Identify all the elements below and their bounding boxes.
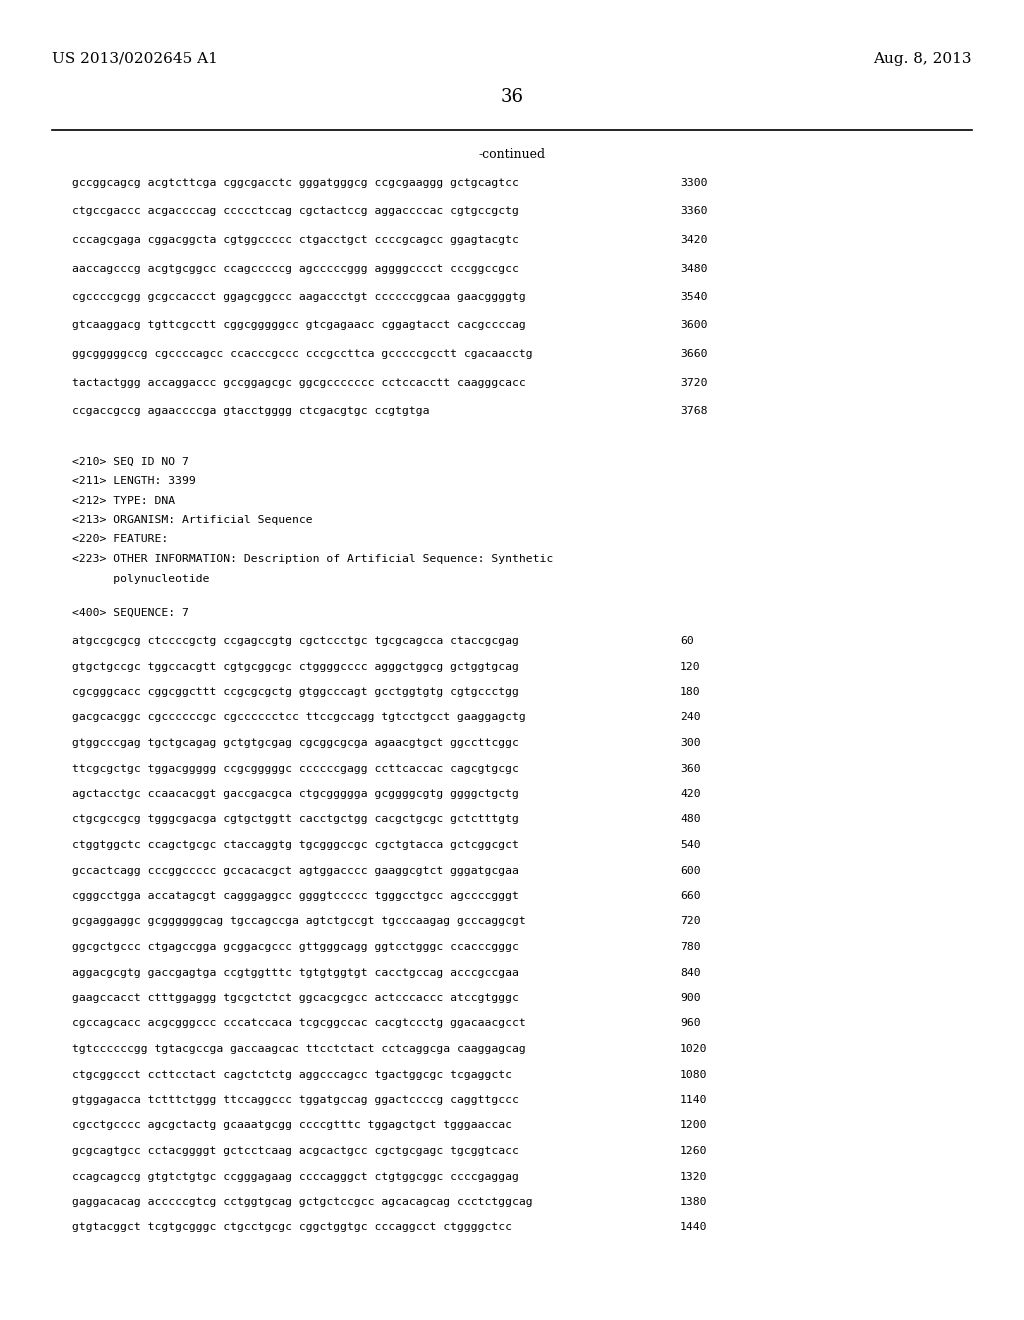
Text: ctgcgccgcg tgggcgacga cgtgctggtt cacctgctgg cacgctgcgc gctctttgtg: ctgcgccgcg tgggcgacga cgtgctggtt cacctgc… <box>72 814 519 825</box>
Text: 3600: 3600 <box>680 321 708 330</box>
Text: <220> FEATURE:: <220> FEATURE: <box>72 535 168 544</box>
Text: <212> TYPE: DNA: <212> TYPE: DNA <box>72 495 175 506</box>
Text: gcgcagtgcc cctacggggt gctcctcaag acgcactgcc cgctgcgagc tgcggtcacc: gcgcagtgcc cctacggggt gctcctcaag acgcact… <box>72 1146 519 1156</box>
Text: Aug. 8, 2013: Aug. 8, 2013 <box>873 51 972 66</box>
Text: cccagcgaga cggacggcta cgtggccccc ctgacctgct ccccgcagcc ggagtacgtc: cccagcgaga cggacggcta cgtggccccc ctgacct… <box>72 235 519 246</box>
Text: ctgcggccct ccttcctact cagctctctg aggcccagcc tgactggcgc tcgaggctc: ctgcggccct ccttcctact cagctctctg aggccca… <box>72 1069 512 1080</box>
Text: gtcaaggacg tgttcgcctt cggcgggggcc gtcgagaacc cggagtacct cacgccccag: gtcaaggacg tgttcgcctt cggcgggggcc gtcgag… <box>72 321 525 330</box>
Text: -continued: -continued <box>478 148 546 161</box>
Text: 3480: 3480 <box>680 264 708 273</box>
Text: gcgaggaggc gcggggggcag tgccagccga agtctgccgt tgcccaagag gcccaggcgt: gcgaggaggc gcggggggcag tgccagccga agtctg… <box>72 916 525 927</box>
Text: 540: 540 <box>680 840 700 850</box>
Text: cgccagcacc acgcgggccc cccatccaca tcgcggccac cacgtccctg ggacaacgcct: cgccagcacc acgcgggccc cccatccaca tcgcggc… <box>72 1019 525 1028</box>
Text: 1440: 1440 <box>680 1222 708 1233</box>
Text: 3420: 3420 <box>680 235 708 246</box>
Text: <400> SEQUENCE: 7: <400> SEQUENCE: 7 <box>72 609 188 618</box>
Text: 960: 960 <box>680 1019 700 1028</box>
Text: ctgccgaccc acgaccccag ccccctccag cgctactccg aggaccccac cgtgccgctg: ctgccgaccc acgaccccag ccccctccag cgctact… <box>72 206 519 216</box>
Text: gaggacacag acccccgtcg cctggtgcag gctgctccgcc agcacagcag ccctctggcag: gaggacacag acccccgtcg cctggtgcag gctgctc… <box>72 1197 532 1206</box>
Text: 1380: 1380 <box>680 1197 708 1206</box>
Text: 240: 240 <box>680 713 700 722</box>
Text: 3720: 3720 <box>680 378 708 388</box>
Text: cgcgggcacc cggcggcttt ccgcgcgctg gtggcccagt gcctggtgtg cgtgccctgg: cgcgggcacc cggcggcttt ccgcgcgctg gtggccc… <box>72 686 519 697</box>
Text: gtggagacca tctttctggg ttccaggccc tggatgccag ggactccccg caggttgccc: gtggagacca tctttctggg ttccaggccc tggatgc… <box>72 1096 519 1105</box>
Text: aggacgcgtg gaccgagtga ccgtggtttc tgtgtggtgt cacctgccag acccgccgaa: aggacgcgtg gaccgagtga ccgtggtttc tgtgtgg… <box>72 968 519 978</box>
Text: 360: 360 <box>680 763 700 774</box>
Text: 900: 900 <box>680 993 700 1003</box>
Text: 3540: 3540 <box>680 292 708 302</box>
Text: ccgaccgccg agaaccccga gtacctgggg ctcgacgtgc ccgtgtga: ccgaccgccg agaaccccga gtacctgggg ctcgacg… <box>72 407 429 416</box>
Text: 420: 420 <box>680 789 700 799</box>
Text: gccactcagg cccggccccc gccacacgct agtggacccc gaaggcgtct gggatgcgaa: gccactcagg cccggccccc gccacacgct agtggac… <box>72 866 519 875</box>
Text: gtgctgccgc tggccacgtt cgtgcggcgc ctggggcccc agggctggcg gctggtgcag: gtgctgccgc tggccacgtt cgtgcggcgc ctggggc… <box>72 661 519 672</box>
Text: 720: 720 <box>680 916 700 927</box>
Text: 1200: 1200 <box>680 1121 708 1130</box>
Text: 3300: 3300 <box>680 178 708 187</box>
Text: 36: 36 <box>501 88 523 106</box>
Text: gacgcacggc cgccccccgc cgcccccctcc ttccgccagg tgtcctgcct gaaggagctg: gacgcacggc cgccccccgc cgcccccctcc ttccgc… <box>72 713 525 722</box>
Text: 480: 480 <box>680 814 700 825</box>
Text: <210> SEQ ID NO 7: <210> SEQ ID NO 7 <box>72 457 188 466</box>
Text: 1140: 1140 <box>680 1096 708 1105</box>
Text: cgccccgcgg gcgccaccct ggagcggccc aagaccctgt ccccccggcaa gaacggggtg: cgccccgcgg gcgccaccct ggagcggccc aagaccc… <box>72 292 525 302</box>
Text: tactactggg accaggaccc gccggagcgc ggcgccccccc cctccacctt caagggcacc: tactactggg accaggaccc gccggagcgc ggcgccc… <box>72 378 525 388</box>
Text: gaagccacct ctttggaggg tgcgctctct ggcacgcgcc actcccaccc atccgtgggc: gaagccacct ctttggaggg tgcgctctct ggcacgc… <box>72 993 519 1003</box>
Text: 660: 660 <box>680 891 700 902</box>
Text: ggcgggggccg cgccccagcc ccacccgccc cccgccttca gcccccgcctt cgacaacctg: ggcgggggccg cgccccagcc ccacccgccc cccgcc… <box>72 348 532 359</box>
Text: ctggtggctc ccagctgcgc ctaccaggtg tgcgggccgc cgctgtacca gctcggcgct: ctggtggctc ccagctgcgc ctaccaggtg tgcgggc… <box>72 840 519 850</box>
Text: 180: 180 <box>680 686 700 697</box>
Text: <213> ORGANISM: Artificial Sequence: <213> ORGANISM: Artificial Sequence <box>72 515 312 525</box>
Text: 1080: 1080 <box>680 1069 708 1080</box>
Text: 1320: 1320 <box>680 1172 708 1181</box>
Text: 60: 60 <box>680 636 693 645</box>
Text: ccagcagccg gtgtctgtgc ccgggagaag ccccagggct ctgtggcggc ccccgaggag: ccagcagccg gtgtctgtgc ccgggagaag ccccagg… <box>72 1172 519 1181</box>
Text: 600: 600 <box>680 866 700 875</box>
Text: gtgtacggct tcgtgcgggc ctgcctgcgc cggctggtgc cccaggcct ctggggctcc: gtgtacggct tcgtgcgggc ctgcctgcgc cggctgg… <box>72 1222 512 1233</box>
Text: tgtccccccgg tgtacgccga gaccaagcac ttcctctact cctcaggcga caaggagcag: tgtccccccgg tgtacgccga gaccaagcac ttcctc… <box>72 1044 525 1053</box>
Text: ggcgctgccc ctgagccgga gcggacgccc gttgggcagg ggtcctgggc ccacccgggc: ggcgctgccc ctgagccgga gcggacgccc gttgggc… <box>72 942 519 952</box>
Text: 3660: 3660 <box>680 348 708 359</box>
Text: 300: 300 <box>680 738 700 748</box>
Text: 120: 120 <box>680 661 700 672</box>
Text: cgcctgcccc agcgctactg gcaaatgcgg ccccgtttc tggagctgct tgggaaccac: cgcctgcccc agcgctactg gcaaatgcgg ccccgtt… <box>72 1121 512 1130</box>
Text: 1020: 1020 <box>680 1044 708 1053</box>
Text: atgccgcgcg ctccccgctg ccgagccgtg cgctccctgc tgcgcagcca ctaccgcgag: atgccgcgcg ctccccgctg ccgagccgtg cgctccc… <box>72 636 519 645</box>
Text: cgggcctgga accatagcgt cagggaggcc ggggtccccc tgggcctgcc agccccgggt: cgggcctgga accatagcgt cagggaggcc ggggtcc… <box>72 891 519 902</box>
Text: ttcgcgctgc tggacggggg ccgcgggggc ccccccgagg ccttcaccac cagcgtgcgc: ttcgcgctgc tggacggggg ccgcgggggc ccccccg… <box>72 763 519 774</box>
Text: <223> OTHER INFORMATION: Description of Artificial Sequence: Synthetic: <223> OTHER INFORMATION: Description of … <box>72 554 553 564</box>
Text: 1260: 1260 <box>680 1146 708 1156</box>
Text: polynucleotide: polynucleotide <box>72 573 210 583</box>
Text: <211> LENGTH: 3399: <211> LENGTH: 3399 <box>72 477 196 486</box>
Text: US 2013/0202645 A1: US 2013/0202645 A1 <box>52 51 218 66</box>
Text: 3768: 3768 <box>680 407 708 416</box>
Text: agctacctgc ccaacacggt gaccgacgca ctgcggggga gcggggcgtg ggggctgctg: agctacctgc ccaacacggt gaccgacgca ctgcggg… <box>72 789 519 799</box>
Text: 780: 780 <box>680 942 700 952</box>
Text: 840: 840 <box>680 968 700 978</box>
Text: 3360: 3360 <box>680 206 708 216</box>
Text: gtggcccgag tgctgcagag gctgtgcgag cgcggcgcga agaacgtgct ggccttcggc: gtggcccgag tgctgcagag gctgtgcgag cgcggcg… <box>72 738 519 748</box>
Text: aaccagcccg acgtgcggcc ccagcccccg agcccccggg aggggcccct cccggccgcc: aaccagcccg acgtgcggcc ccagcccccg agccccc… <box>72 264 519 273</box>
Text: gccggcagcg acgtcttcga cggcgacctc gggatgggcg ccgcgaaggg gctgcagtcc: gccggcagcg acgtcttcga cggcgacctc gggatgg… <box>72 178 519 187</box>
